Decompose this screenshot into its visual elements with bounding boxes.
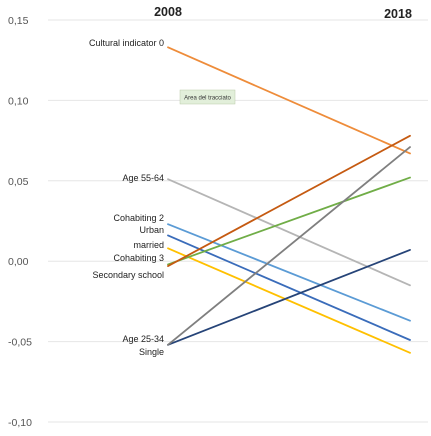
gridlines (48, 19, 428, 423)
series-label: Age 55-64 (122, 173, 164, 183)
series-lines (167, 46, 411, 354)
series-line (167, 46, 411, 155)
tooltip-text: Area del tracciato (184, 96, 231, 102)
tooltip-box (179, 89, 236, 105)
y-tick-label: 0,10 (8, 95, 29, 107)
y-axis: 0,15 0,10 0,05 0,00 -0,05 -0,10 (8, 15, 32, 429)
series-line (167, 146, 411, 346)
series-label: Cohabiting 2 (113, 213, 164, 223)
series-label: Single (139, 347, 164, 357)
series-label: married (133, 240, 164, 250)
series-line (167, 234, 411, 341)
series-line (167, 247, 411, 354)
series-label: Cohabiting 3 (113, 253, 164, 263)
series-line (167, 176, 411, 266)
series-line (167, 134, 411, 267)
y-tick-label: -0,05 (8, 337, 32, 349)
y-tick-label: -0,10 (8, 417, 32, 429)
series-label: Cultural indicator 0 (89, 38, 164, 48)
series-labels: Cultural indicator 0 Age 55-64 Cohabiting … (89, 38, 164, 357)
series-label: Secondary school (92, 270, 164, 280)
series-line (167, 249, 411, 346)
y-tick-label: 0,15 (8, 15, 29, 27)
x-tick-label-2018: 2018 (384, 7, 412, 21)
series-label: Urban (139, 225, 164, 235)
y-tick-label: 0,00 (8, 256, 29, 268)
plot-area-tooltip: Area del tracciato (179, 89, 236, 105)
x-tick-label-2008: 2008 (154, 5, 182, 19)
y-tick-label: 0,05 (8, 176, 29, 188)
series-line (167, 178, 411, 287)
series-label: Age 25-34 (122, 334, 164, 344)
series-line (167, 223, 411, 322)
